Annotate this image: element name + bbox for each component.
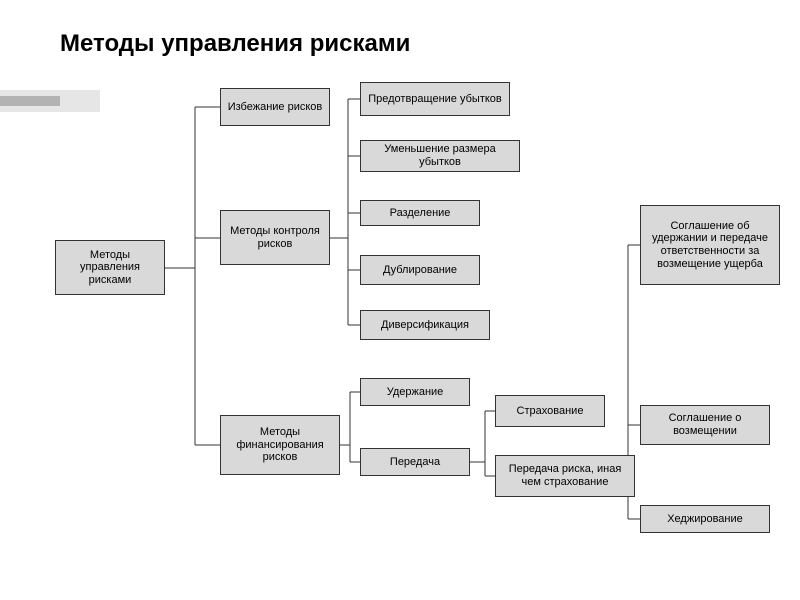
node-root: Методы управления рисками [55, 240, 165, 295]
node-dup: Дублирование [360, 255, 480, 285]
node-prevent: Предотвращение убытков [360, 82, 510, 116]
node-split: Разделение [360, 200, 480, 226]
node-control: Методы контроля рисков [220, 210, 330, 265]
node-retain: Удержание [360, 378, 470, 406]
node-insur: Страхование [495, 395, 605, 427]
node-agree2: Соглашение о возмещении [640, 405, 770, 445]
node-hedge: Хеджирование [640, 505, 770, 533]
diagram-stage: Методы управления рисками Методы управле… [0, 0, 800, 600]
node-other: Передача риска, иная чем страхование [495, 455, 635, 497]
page-title: Методы управления рисками [60, 30, 410, 58]
node-avoid: Избежание рисков [220, 88, 330, 126]
node-finance: Методы финансирования рисков [220, 415, 340, 475]
node-reduce: Уменьшение размера убытков [360, 140, 520, 172]
node-transfer: Передача [360, 448, 470, 476]
node-divers: Диверсификация [360, 310, 490, 340]
decor-bar-dark [0, 96, 60, 106]
node-agree1: Соглашение об удержании и передаче ответ… [640, 205, 780, 285]
